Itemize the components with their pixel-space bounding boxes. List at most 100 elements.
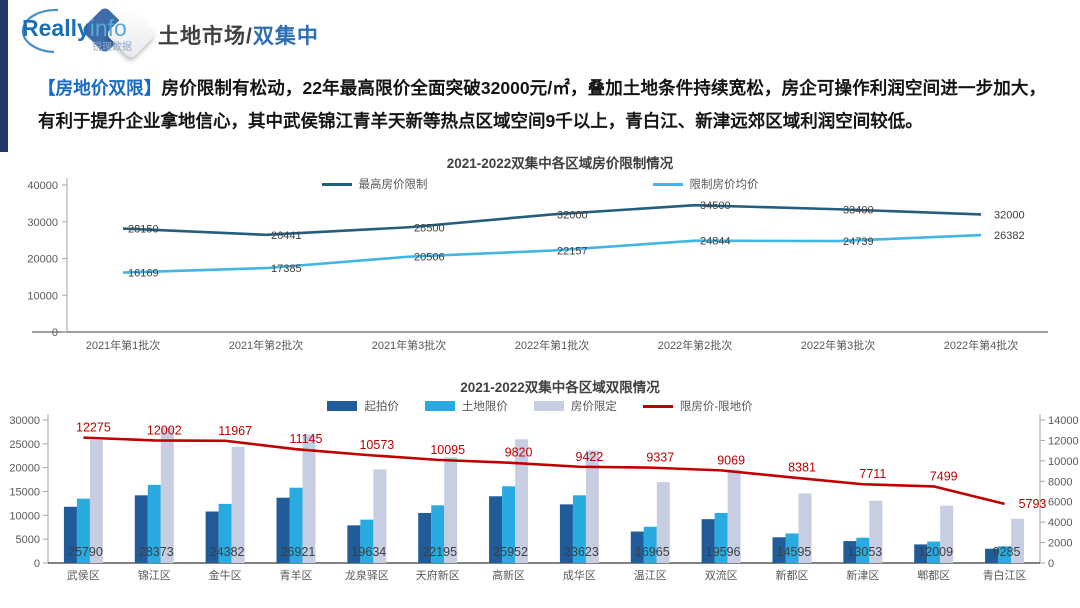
legend-label: 最高房价限制 <box>358 179 428 191</box>
svg-text:2021年第2批次: 2021年第2批次 <box>229 338 304 352</box>
svg-text:6000: 6000 <box>1048 497 1072 509</box>
series-最高房价限制: 28150 26441 28500 32000 34500 33400 32000 <box>122 200 1025 242</box>
bar <box>1011 518 1025 563</box>
page-title-prefix: 土地市场/ <box>158 25 253 48</box>
line-value-label: 9820 <box>505 446 533 460</box>
bar <box>276 497 290 563</box>
bar-value-label: 16965 <box>635 545 670 559</box>
line-value-label: 11967 <box>218 424 252 438</box>
brand-swoosh-icon <box>21 8 59 54</box>
bar <box>998 546 1012 563</box>
svg-text:金牛区: 金牛区 <box>209 568 242 582</box>
svg-text:30000: 30000 <box>27 217 58 229</box>
data-label: 28150 <box>128 224 159 236</box>
bar-value-label: 26921 <box>281 545 316 559</box>
left-accent-strip <box>0 0 8 152</box>
bar-value-label: 9285 <box>993 545 1021 559</box>
bar <box>147 484 161 563</box>
svg-text:15000: 15000 <box>9 487 40 499</box>
data-label: 20506 <box>414 252 445 264</box>
data-label: 32000 <box>557 209 588 221</box>
legend-item-starting-price: 起拍价 <box>327 398 399 414</box>
bar <box>940 505 954 563</box>
legend-bar-swatch <box>327 401 358 411</box>
line-value-label: 10573 <box>359 438 394 452</box>
bar <box>798 493 812 563</box>
bar <box>134 495 148 563</box>
data-label: 34500 <box>700 200 731 212</box>
bar <box>856 537 870 563</box>
bar <box>347 525 361 563</box>
data-label: 28500 <box>414 222 445 234</box>
bar <box>727 469 741 563</box>
svg-text:12000: 12000 <box>1048 435 1079 447</box>
data-line <box>122 233 982 274</box>
svg-text:25000: 25000 <box>9 439 40 451</box>
data-line <box>83 436 1005 506</box>
data-label: 24844 <box>700 236 731 248</box>
chart2-legend: 起拍价 土地限价 房价限定 限房价-限地价 <box>0 398 1080 414</box>
line-series-限房价-限地价: 12275 12002 11967 11145 10573 10095 9820 9422 93… <box>76 421 1046 511</box>
bar-value-label: 12009 <box>918 545 953 559</box>
svg-text:10000: 10000 <box>27 290 58 302</box>
line-value-label: 8381 <box>788 460 816 474</box>
bar <box>373 469 387 563</box>
bar-value-label: 19596 <box>706 545 741 559</box>
bar <box>985 548 999 563</box>
bar <box>418 512 432 563</box>
bar-value-label: 22195 <box>422 545 457 559</box>
svg-text:天府新区: 天府新区 <box>416 568 460 582</box>
svg-text:双流区: 双流区 <box>705 568 738 582</box>
bar-value-label: 24382 <box>210 545 245 559</box>
bar <box>515 439 529 563</box>
line-value-label: 12002 <box>147 423 182 437</box>
bar <box>502 486 516 563</box>
bar-value-label: 28373 <box>139 545 174 559</box>
svg-text:10000: 10000 <box>1048 456 1079 468</box>
page-title: 土地市场/双集中 <box>158 20 319 50</box>
data-line <box>122 203 982 237</box>
svg-text:新津区: 新津区 <box>846 568 879 582</box>
bar-value-label: 19634 <box>351 545 386 559</box>
bar <box>701 519 715 563</box>
chart1-axes: 0 10000 20000 30000 40000 2021年第1批次 2021年第2批次 2… <box>27 178 1048 352</box>
summary-body: 房价限制有松动，22年最高限价全面突破32000元/㎡，叠加土地条件持续宽松，房… <box>38 78 1047 131</box>
svg-text:2021年第1批次: 2021年第1批次 <box>86 338 161 352</box>
svg-text:30000: 30000 <box>9 415 40 427</box>
legend-line-swatch <box>652 182 683 186</box>
legend-line-swatch <box>642 404 673 408</box>
legend-bar-swatch <box>424 401 455 411</box>
bar <box>231 446 245 563</box>
svg-text:新都区: 新都区 <box>776 568 809 582</box>
svg-text:40000: 40000 <box>27 180 58 192</box>
bar-value-label: 14595 <box>777 545 812 559</box>
bar <box>656 482 670 563</box>
line-value-label: 10095 <box>430 443 465 457</box>
bar <box>585 450 599 563</box>
bar <box>843 541 857 563</box>
brand-cn-name: 锐理数据 <box>92 40 132 53</box>
line-value-label: 9337 <box>646 451 674 465</box>
bar <box>76 498 90 563</box>
bar <box>89 440 103 563</box>
svg-text:0: 0 <box>52 327 58 339</box>
bar <box>643 526 657 563</box>
line-value-label: 7499 <box>930 469 958 483</box>
svg-text:青白江区: 青白江区 <box>983 568 1027 582</box>
bar <box>785 533 799 563</box>
bar <box>218 503 232 563</box>
svg-text:武侯区: 武侯区 <box>67 568 100 582</box>
data-label: 24739 <box>843 236 874 248</box>
line-value-label: 5793 <box>1019 497 1047 511</box>
svg-text:2000: 2000 <box>1048 538 1072 550</box>
svg-text:2022年第4批次: 2022年第4批次 <box>944 338 1019 352</box>
chart2-title: 2021-2022双集中各区域双限情况 <box>460 380 660 395</box>
combo-chart-dual-limits: 0 5000 10000 15000 20000 25000 30000 0 2000 4000 6… <box>9 414 1079 582</box>
svg-text:0: 0 <box>1048 558 1054 570</box>
data-label: 17385 <box>271 263 302 275</box>
legend-line-swatch <box>321 182 352 186</box>
page-title-accent: 双集中 <box>252 25 319 48</box>
bar <box>772 537 786 563</box>
svg-text:温江区: 温江区 <box>634 569 667 582</box>
